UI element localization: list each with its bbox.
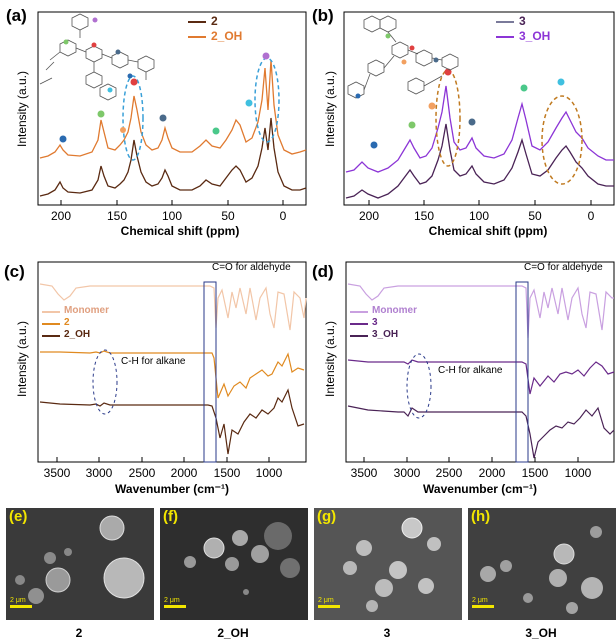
- panel-label-a: (a): [6, 6, 27, 25]
- sem-image-f: (f) 2 μm: [160, 508, 308, 620]
- scale-label-e: 2 μm: [10, 597, 26, 604]
- nmr-chart-b: 200 150 100 50 0: [343, 11, 615, 223]
- series-2-oh-ftir-line: [39, 388, 305, 455]
- series-3-ftir-line: [347, 359, 615, 395]
- ftir-chart-c: 3500 3000 2500 2000 1500 1000: [37, 261, 307, 480]
- tick-label: 200: [51, 209, 71, 223]
- panel-label-d: (d): [312, 262, 334, 281]
- sem-image-e: (e) 2 μm: [6, 508, 154, 620]
- legend-entry-3-d: 3: [372, 317, 378, 328]
- scale-label-g: 2 μm: [318, 597, 334, 604]
- svg-text:50: 50: [528, 209, 542, 223]
- panel-label-e: (e): [9, 508, 28, 525]
- svg-text:200: 200: [359, 209, 379, 223]
- legend-entry-2: 2: [211, 14, 218, 28]
- series-monomer-line: [347, 283, 614, 339]
- svg-text:3500: 3500: [351, 466, 378, 480]
- svg-text:2000: 2000: [171, 466, 198, 480]
- svg-text:3000: 3000: [86, 466, 113, 480]
- legend-entry-3-oh-d: 3_OH: [372, 329, 399, 340]
- scale-label-h: 2 μm: [472, 597, 488, 604]
- panel-label-h: (h): [471, 508, 491, 525]
- x-axis-label-c: Wavenumber (cm⁻¹): [115, 482, 229, 496]
- caption-f: 2_OH: [217, 626, 249, 640]
- sem-image-h: (h) 2 μm: [468, 508, 616, 620]
- svg-text:1500: 1500: [214, 466, 241, 480]
- scale-label-f: 2 μm: [164, 597, 180, 604]
- svg-text:1000: 1000: [565, 466, 592, 480]
- legend-entry-2-c: 2: [64, 317, 70, 328]
- nmr-chart-a: 200 150 100 50 0: [37, 11, 307, 223]
- scale-bar: [164, 605, 186, 608]
- x-axis-label-a: Chemical shift (ppm): [120, 224, 240, 238]
- annotation-co-aldehyde-c: C=O for aldehyde: [212, 262, 291, 273]
- x-axis-label-b: Chemical shift (ppm): [428, 224, 548, 238]
- svg-text:100: 100: [469, 209, 489, 223]
- svg-text:0: 0: [588, 209, 595, 223]
- svg-text:1500: 1500: [522, 466, 549, 480]
- series-2-ftir-line: [40, 350, 305, 399]
- tick-label: 0: [280, 209, 287, 223]
- y-axis-label-a: Intensity (a.u.): [15, 70, 29, 148]
- caption-h: 3_OH: [525, 626, 557, 640]
- svg-text:3500: 3500: [44, 466, 71, 480]
- svg-text:150: 150: [414, 209, 434, 223]
- panel-label-b: (b): [312, 6, 334, 25]
- legend-entry-2-oh-c: 2_OH: [64, 329, 91, 340]
- molecule-structure-icon: [39, 13, 155, 101]
- panel-label-c: (c): [4, 262, 25, 281]
- series-monomer-line: [39, 283, 307, 331]
- svg-text:2500: 2500: [436, 466, 463, 480]
- tick-label: 50: [221, 209, 235, 223]
- x-axis-label-d: Wavenumber (cm⁻¹): [423, 482, 537, 496]
- y-axis-label-d: Intensity (a.u.): [323, 320, 337, 398]
- annotation-co-aldehyde-d: C=O for aldehyde: [524, 262, 603, 273]
- y-axis-label-c: Intensity (a.u.): [15, 320, 29, 398]
- series-2-line: [39, 117, 307, 197]
- caption-e: 2: [75, 626, 83, 640]
- ftir-chart-d: 3500 3000 2500 2000 1500 1000: [345, 261, 615, 480]
- scale-bar: [10, 605, 32, 608]
- svg-text:2000: 2000: [479, 466, 506, 480]
- sem-image-g: (g) 2 μm: [314, 508, 462, 620]
- molecule-structure-icon: [347, 15, 459, 99]
- tick-label: 150: [107, 209, 127, 223]
- legend-entry-3-oh: 3_OH: [519, 29, 551, 43]
- svg-text:2500: 2500: [129, 466, 156, 480]
- series-3-line: [345, 123, 614, 199]
- scale-bar: [472, 605, 494, 608]
- annotation-ch-alkane-d: C-H for alkane: [438, 365, 503, 376]
- series-2-oh-line: [39, 59, 307, 159]
- legend-entry-2-oh: 2_OH: [211, 29, 243, 43]
- svg-text:1000: 1000: [256, 466, 283, 480]
- series-3-oh-ftir-line: [347, 405, 615, 459]
- annotation-ch-alkane-c: C-H for alkane: [121, 356, 186, 367]
- panel-label-g: (g): [317, 508, 337, 525]
- svg-text:3000: 3000: [394, 466, 421, 480]
- caption-g: 3: [383, 626, 391, 640]
- y-axis-label-b: Intensity (a.u.): [323, 70, 337, 148]
- legend-entry-monomer-c: Monomer: [64, 305, 109, 316]
- tick-label: 100: [162, 209, 182, 223]
- legend-entry-3: 3: [519, 14, 526, 28]
- series-3-oh-line: [345, 85, 614, 173]
- panel-label-f: (f): [163, 508, 178, 525]
- scale-bar: [318, 605, 340, 608]
- legend-entry-monomer-d: Monomer: [372, 305, 417, 316]
